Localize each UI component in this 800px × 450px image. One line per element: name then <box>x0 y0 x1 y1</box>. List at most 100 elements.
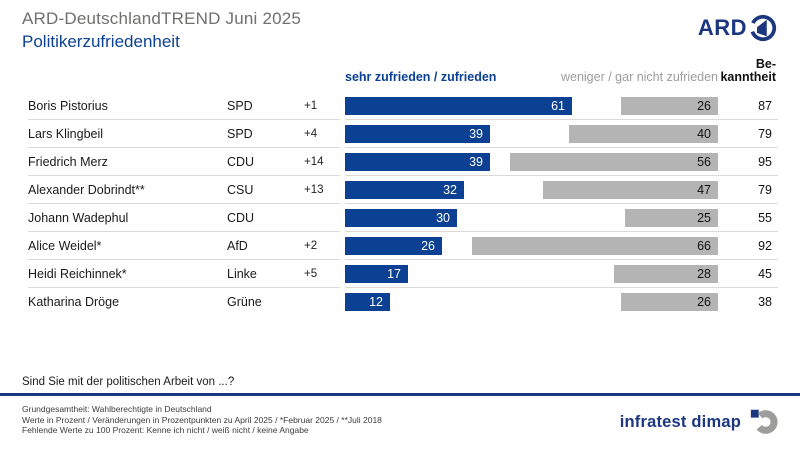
header: ARD-DeutschlandTREND Juni 2025 Politiker… <box>0 0 800 52</box>
row-separator-left <box>28 287 340 288</box>
politician-name: Katharina Dröge <box>28 294 120 309</box>
footnote-line2: Werte in Prozent / Veränderungen in Proz… <box>22 414 382 425</box>
bar-zone: 61 26 <box>345 96 718 115</box>
awareness-value: 38 <box>758 294 772 309</box>
awareness-value: 79 <box>758 182 772 197</box>
politician-row: Katharina Dröge Grüne 12 26 38 <box>0 288 800 315</box>
negative-bar: 56 <box>510 152 718 171</box>
bar-zone: 17 28 <box>345 264 718 283</box>
change-value: +4 <box>304 127 318 140</box>
positive-value: 17 <box>387 266 401 281</box>
positive-bar: 39 <box>345 124 490 143</box>
ard-logo-text: ARD <box>697 15 747 40</box>
politician-name: Friedrich Merz <box>28 154 108 169</box>
row-separator <box>0 147 800 148</box>
negative-value: 40 <box>697 126 711 141</box>
row-separator-left <box>28 231 340 232</box>
negative-value: 56 <box>697 154 711 169</box>
negative-bar: 26 <box>621 292 718 311</box>
bar-zone: 39 40 <box>345 124 718 143</box>
politician-row: Alexander Dobrindt** CSU +13 32 47 79 <box>0 176 800 203</box>
row-separator-right <box>345 119 778 120</box>
negative-value: 26 <box>697 98 711 113</box>
awareness-value: 55 <box>758 210 772 225</box>
change-value: +2 <box>304 239 318 252</box>
positive-bar: 30 <box>345 208 457 227</box>
row-separator-left <box>28 119 340 120</box>
change-value: +14 <box>304 155 324 168</box>
positive-value: 32 <box>443 182 457 197</box>
infratest-dimap-logo: infratest dimap <box>620 408 778 436</box>
bar-zone: 39 56 <box>345 152 718 171</box>
awareness-value: 87 <box>758 98 772 113</box>
negative-value: 47 <box>697 182 711 197</box>
row-separator-left <box>28 147 340 148</box>
bar-zone: 32 47 <box>345 180 718 199</box>
politician-row: Lars Klingbeil SPD +4 39 40 79 <box>0 120 800 147</box>
politician-row: Alice Weidel* AfD +2 26 66 92 <box>0 232 800 259</box>
party-label: CDU <box>227 154 255 169</box>
column-headers: sehr zufrieden / zufrieden weniger / gar… <box>0 53 800 86</box>
change-value: +13 <box>304 183 324 196</box>
bar-zone: 30 25 <box>345 208 718 227</box>
awareness-header-line1: Be- <box>755 57 776 71</box>
party-label: CDU <box>227 210 255 225</box>
politician-name: Boris Pistorius <box>28 98 108 113</box>
page-title: ARD-DeutschlandTREND Juni 2025 <box>22 9 302 28</box>
negative-value: 28 <box>697 266 711 281</box>
row-separator-right <box>345 203 778 204</box>
row-separator <box>0 231 800 232</box>
party-label: AfD <box>227 238 248 253</box>
footnote-line3: Fehlende Werte zu 100 Prozent: Kenne ich… <box>22 425 309 435</box>
row-separator-right <box>345 147 778 148</box>
party-label: SPD <box>227 98 253 113</box>
page-subtitle: Politikerzufriedenheit <box>22 32 180 51</box>
negative-bar: 40 <box>569 124 718 143</box>
bar-zone: 12 26 <box>345 292 718 311</box>
column-header-positive: sehr zufrieden / zufrieden <box>345 70 497 84</box>
footnotes: Grundgesamtheit: Wahlberechtigte in Deut… <box>22 404 382 436</box>
ard-one-circle-icon <box>749 14 777 42</box>
negative-bar: 47 <box>543 180 718 199</box>
negative-value: 26 <box>697 294 711 309</box>
politician-name: Heidi Reichinnek* <box>28 266 127 281</box>
infratest-dimap-wordmark: infratest dimap <box>619 412 741 431</box>
politician-row: Boris Pistorius SPD +1 61 26 87 <box>0 92 800 119</box>
row-separator <box>0 175 800 176</box>
positive-bar: 12 <box>345 292 390 311</box>
politician-name: Alexander Dobrindt** <box>28 182 145 197</box>
awareness-header-line2: kanntheit <box>720 70 776 84</box>
positive-bar: 32 <box>345 180 464 199</box>
row-separator-right <box>345 175 778 176</box>
party-label: Linke <box>227 266 257 281</box>
negative-value: 66 <box>697 238 711 253</box>
row-separator-left <box>28 259 340 260</box>
row-separator <box>0 119 800 120</box>
party-label: Grüne <box>227 294 262 309</box>
politician-name: Johann Wadephul <box>28 210 129 225</box>
positive-bar: 17 <box>345 264 408 283</box>
footnote-line1: Grundgesamtheit: Wahlberechtigte in Deut… <box>22 404 212 414</box>
column-header-negative: weniger / gar nicht zufrieden <box>560 70 718 84</box>
awareness-value: 45 <box>758 266 772 281</box>
positive-value: 39 <box>469 126 483 141</box>
awareness-value: 95 <box>758 154 772 169</box>
party-label: SPD <box>227 126 253 141</box>
row-separator-right <box>345 231 778 232</box>
change-value: +5 <box>304 267 318 280</box>
awareness-value: 79 <box>758 126 772 141</box>
bottom-divider <box>0 393 800 396</box>
politician-name: Lars Klingbeil <box>28 126 104 141</box>
negative-bar: 26 <box>621 96 718 115</box>
row-separator <box>0 287 800 288</box>
ard-logo: ARD <box>698 13 778 43</box>
positive-bar: 26 <box>345 236 442 255</box>
positive-value: 61 <box>551 98 565 113</box>
party-label: CSU <box>227 182 254 197</box>
survey-question: Sind Sie mit der politischen Arbeit von … <box>22 376 235 388</box>
positive-bar: 39 <box>345 152 490 171</box>
positive-bar: 61 <box>345 96 572 115</box>
row-separator <box>0 259 800 260</box>
infratest-dimap-icon <box>750 409 778 434</box>
